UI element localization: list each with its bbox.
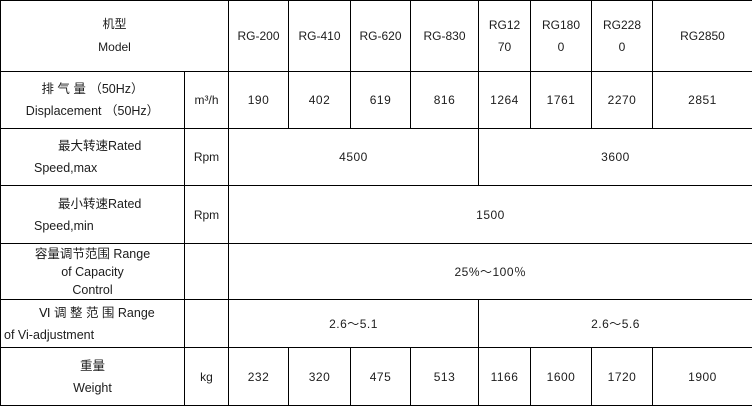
value-cell: 1600 <box>531 348 592 406</box>
model-header-cell: RG-620 <box>351 1 411 72</box>
model-header-cell: RG12 70 <box>479 1 531 72</box>
value-cell: 2851 <box>653 72 752 129</box>
model-header-cell: RG-830 <box>411 1 479 72</box>
label-line: Control <box>1 281 184 299</box>
unit-cell-empty <box>185 300 229 348</box>
unit-cell-displacement: m³/h <box>185 72 229 129</box>
label-line: Speed,max <box>1 157 184 179</box>
value-cell: 402 <box>289 72 351 129</box>
row-label-speed-max: 最大转速Rated Speed,max <box>1 129 185 186</box>
value-cell: 1900 <box>653 348 752 406</box>
label-line: 最大转速Rated <box>1 135 184 157</box>
value-cell: 2270 <box>592 72 653 129</box>
value-cell: 320 <box>289 348 351 406</box>
label-line: of Capacity <box>1 263 184 281</box>
row-label-weight: 重量 Weight <box>1 348 185 406</box>
row-speed-max: 最大转速Rated Speed,max Rpm 4500 3600 <box>1 129 752 186</box>
label-line: Speed,min <box>1 215 184 237</box>
label-line: 容量调节范围 Range <box>1 245 184 263</box>
model-header-cell: RG-200 <box>229 1 289 72</box>
label-line: 最小转速Rated <box>1 193 184 215</box>
label-line: 排 气 量 （50Hz） <box>1 78 184 100</box>
header-row: 机型 Model RG-200 RG-410 RG-620 RG-830 RG1… <box>1 1 752 72</box>
row-label-vi-adjustment: Ⅵ 调 整 范 围 Range of Vi-adjustment <box>1 300 185 348</box>
unit-cell-speed-min: Rpm <box>185 186 229 244</box>
model-header-cell: RG2850 <box>653 1 752 72</box>
value-cell: 1761 <box>531 72 592 129</box>
value-cell: 1264 <box>479 72 531 129</box>
row-label-displacement: 排 气 量 （50Hz） Displacement （50Hz） <box>1 72 185 129</box>
unit-cell-weight: kg <box>185 348 229 406</box>
unit-cell-empty <box>185 244 229 300</box>
model-header-cell: RG-410 <box>289 1 351 72</box>
merged-value-cell-full: 1500 <box>229 186 752 244</box>
value-cell: 513 <box>411 348 479 406</box>
value-cell: 475 <box>351 348 411 406</box>
row-displacement: 排 气 量 （50Hz） Displacement （50Hz） m³/h 19… <box>1 72 752 129</box>
merged-value-cell-left: 4500 <box>229 129 479 186</box>
row-label-speed-min: 最小转速Rated Speed,min <box>1 186 185 244</box>
merged-value-cell-left: 2.6～5.1 <box>229 300 479 348</box>
row-vi-adjustment: Ⅵ 调 整 范 围 Range of Vi-adjustment 2.6～5.1… <box>1 300 752 348</box>
value-cell: 619 <box>351 72 411 129</box>
value-cell: 190 <box>229 72 289 129</box>
value-cell: 232 <box>229 348 289 406</box>
merged-value-cell-full: 25%～100％ <box>229 244 752 300</box>
model-header-cell: RG228 0 <box>592 1 653 72</box>
corner-cell-model: 机型 Model <box>1 1 229 72</box>
label-line: Ⅵ 调 整 范 围 Range <box>1 302 184 324</box>
row-capacity-control: 容量调节范围 Range of Capacity Control 25%～100… <box>1 244 752 300</box>
value-cell: 1720 <box>592 348 653 406</box>
row-weight: 重量 Weight kg 232 320 475 513 1166 1600 1… <box>1 348 752 406</box>
row-label-capacity-control: 容量调节范围 Range of Capacity Control <box>1 244 185 300</box>
model-header-cell: RG180 0 <box>531 1 592 72</box>
label-line: 重量 <box>1 355 184 377</box>
value-cell: 1166 <box>479 348 531 406</box>
label-line: of Vi-adjustment <box>1 324 184 346</box>
label-line: Displacement （50Hz） <box>1 100 184 122</box>
value-cell: 816 <box>411 72 479 129</box>
merged-value-cell-right: 2.6～5.6 <box>479 300 752 348</box>
merged-value-cell-right: 3600 <box>479 129 752 186</box>
unit-cell-speed-max: Rpm <box>185 129 229 186</box>
row-speed-min: 最小转速Rated Speed,min Rpm 1500 <box>1 186 752 244</box>
label-line: Weight <box>1 377 184 399</box>
